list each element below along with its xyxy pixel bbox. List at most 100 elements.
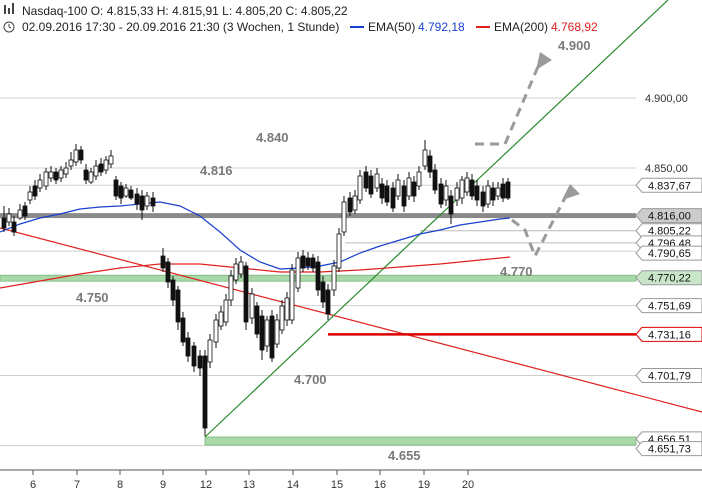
candle-body: [118, 185, 124, 199]
x-tick-label: 12: [200, 479, 212, 491]
candle-body: [427, 155, 433, 173]
candle-body: [202, 355, 208, 429]
downtrend-line: [0, 227, 702, 413]
candle-body: [254, 305, 260, 335]
candle-body: [341, 201, 347, 233]
candle-body: [6, 213, 12, 223]
candle-body: [197, 355, 203, 369]
candle-body: [207, 339, 213, 363]
ema200-legend-label: EMA(200): [494, 20, 548, 34]
candle-body: [320, 281, 326, 303]
level-tag-label: 4.790,65: [648, 248, 691, 260]
candle-body: [485, 185, 491, 205]
level-annotation: 4.900: [558, 38, 591, 53]
candle-body: [175, 289, 181, 323]
chart-header: Nasdaq-100 O: 4.815,33 H: 4.815,91 L: 4.…: [3, 3, 598, 34]
candle-body: [331, 265, 337, 291]
candle-body: [11, 221, 17, 233]
level-annotation: 4.700: [294, 372, 327, 387]
candle-body: [310, 257, 316, 269]
candle-body: [469, 179, 475, 197]
candle-body: [88, 171, 94, 183]
candle-body: [422, 149, 428, 167]
candle-body: [454, 187, 460, 201]
level-tag: 4.701,79: [635, 367, 702, 383]
level-tag-label: 4.651,73: [648, 444, 691, 456]
x-tick-label: 15: [331, 479, 343, 491]
level-tag-label: 4.816,00: [648, 211, 691, 223]
level-tag-box: [635, 298, 702, 314]
level-tag: 4.751,69: [635, 298, 702, 314]
candle-body: [185, 337, 191, 357]
candle-body: [139, 195, 145, 211]
candle-body: [411, 181, 417, 197]
candle-body: [165, 261, 171, 283]
candle-body: [480, 191, 486, 207]
candle-body: [438, 183, 444, 205]
candle-body: [374, 173, 380, 189]
candle-body: [17, 209, 23, 219]
candle-body: [93, 165, 99, 177]
candle-body: [347, 197, 353, 213]
level-annotation: 4.816: [200, 163, 233, 178]
candle-body: [233, 263, 239, 281]
level-tag-label: 4.770,22: [648, 273, 691, 285]
level-tag: 4.790,65: [635, 245, 702, 261]
level-tag: 4.805,22: [635, 223, 702, 239]
candle-body: [325, 289, 331, 315]
candle-body: [108, 155, 114, 165]
candle-body: [416, 171, 422, 187]
candle-body: [103, 159, 109, 171]
candle-body: [78, 149, 84, 161]
x-tick-label: 14: [287, 479, 299, 491]
level-annotation: 4.840: [256, 130, 289, 145]
candle-body: [459, 179, 465, 199]
candle-body: [238, 261, 244, 275]
level-tag-label: 4.751,69: [648, 301, 691, 313]
candle-body: [289, 269, 295, 321]
x-tick-label: 9: [160, 479, 166, 491]
candle-body: [228, 275, 234, 301]
chart-icon: [4, 5, 6, 14]
candle-body: [128, 189, 134, 199]
arrow-head-4900: [536, 52, 552, 70]
candle-body: [27, 191, 33, 201]
candle-body: [32, 185, 38, 197]
candle-body: [279, 305, 285, 331]
candle-body: [384, 185, 390, 203]
candle-body: [98, 163, 104, 173]
header-line1: Nasdaq-100 O: 4.815,33 H: 4.815,91 L: 4.…: [22, 4, 348, 18]
candle-body: [37, 179, 43, 189]
candle-body: [395, 179, 401, 197]
candle-body: [259, 315, 265, 351]
candle-body: [249, 293, 255, 319]
candle-body: [368, 175, 374, 195]
candle-body: [295, 257, 301, 289]
candle-body: [300, 255, 306, 269]
clock-icon: [3, 21, 15, 33]
y-axis-label: 4.900,00: [645, 93, 688, 105]
ema50-line: [0, 201, 511, 270]
x-tick-label: 13: [243, 479, 255, 491]
projection-arrow-up-4900: [475, 61, 542, 146]
y-axis-label: 4.850,00: [645, 163, 688, 175]
header-line2: 02.09.2016 17:30 - 20.09.2016 21:30 (3 W…: [22, 20, 339, 34]
x-tick-label: 19: [418, 479, 430, 491]
candle-body: [180, 317, 186, 343]
x-tick-label: 8: [117, 479, 123, 491]
candle-body: [53, 171, 59, 181]
candle-body: [352, 195, 358, 211]
level-tag-label: 4.805,22: [648, 226, 691, 238]
level-tag-box: [635, 177, 702, 193]
candle-body: [223, 299, 229, 323]
x-tick-label: 7: [74, 479, 80, 491]
candle-body: [83, 169, 89, 181]
ema50-legend-value: 4.792,18: [418, 20, 465, 34]
level-tag: 4.731,16: [635, 326, 702, 342]
uptrend-line: [204, 0, 669, 438]
ema200-legend-value: 4.768,92: [551, 20, 598, 34]
level-tag-box: [635, 245, 702, 261]
candle-body: [390, 187, 396, 209]
arrow-head-4816: [562, 184, 580, 200]
